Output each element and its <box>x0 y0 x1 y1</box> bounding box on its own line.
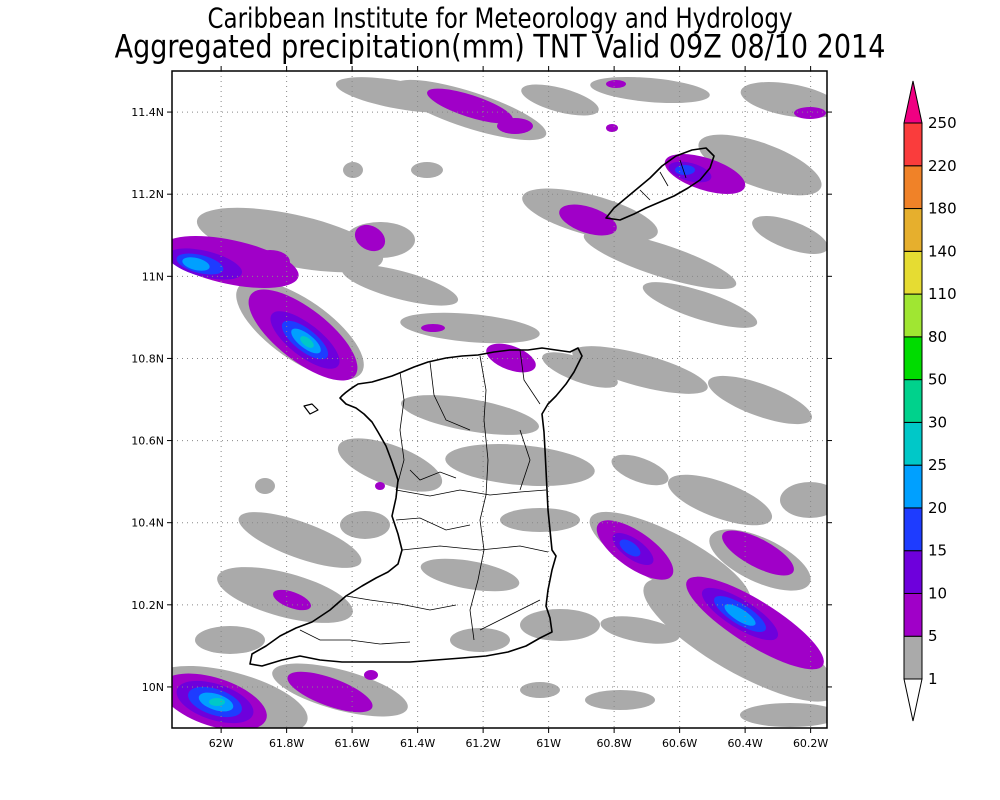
colorbar-label: 15 <box>928 542 947 560</box>
colorbar-swatch <box>903 421 923 466</box>
y-tick-label: 10.8N <box>131 352 164 365</box>
colorbar-swatch <box>903 379 923 423</box>
y-tick-label: 10.4N <box>131 517 164 530</box>
axis-ticks <box>167 66 832 733</box>
colorbar-label: 110 <box>928 285 957 303</box>
y-tick-label: 11.2N <box>131 188 164 201</box>
y-tick-label: 10N <box>142 681 164 694</box>
colorbar-swatch <box>903 293 923 338</box>
x-tick-label: 61W <box>536 737 561 750</box>
colorbar-label: 20 <box>928 499 947 517</box>
colorbar-swatch <box>903 165 923 210</box>
administrative-boundaries <box>299 159 687 645</box>
colorbar-label: 140 <box>928 242 957 260</box>
colorbar-over-triangle <box>903 80 923 124</box>
x-tick-label: 60.2W <box>793 737 828 750</box>
x-tick-label: 61.8W <box>269 737 304 750</box>
colorbar-swatch <box>903 635 923 680</box>
colorbar-swatch <box>903 550 923 594</box>
x-tick-label: 61.6W <box>334 737 369 750</box>
chart-title: Caribbean Institute for Meteorology and … <box>207 4 793 35</box>
y-tick-label: 11.4N <box>131 106 164 119</box>
colorbar-label: 30 <box>928 413 947 431</box>
x-tick-label: 60.8W <box>596 737 631 750</box>
plot-frame <box>171 70 828 729</box>
trinidad-coastline <box>249 347 583 667</box>
grid-lines <box>172 71 827 728</box>
x-tick-label: 60.6W <box>662 737 697 750</box>
colorbar-label: 180 <box>928 200 957 218</box>
colorbar-label: 10 <box>928 584 947 602</box>
chart-subtitle: Aggregated precipitation(mm) TNT Valid 0… <box>114 29 886 66</box>
x-tick-label: 62W <box>209 737 234 750</box>
colorbar-label: 220 <box>928 157 957 175</box>
colorbar-swatch <box>903 336 923 381</box>
y-tick-label: 10.2N <box>131 599 164 612</box>
trinidad-and-tobago-outline <box>249 147 715 667</box>
tobago-coastline <box>605 147 715 221</box>
x-tick-label: 61.2W <box>465 737 500 750</box>
colorbar-label: 50 <box>928 371 947 389</box>
colorbar-swatch <box>903 250 923 295</box>
colorbar-label: 5 <box>928 627 938 645</box>
plot-area <box>172 71 827 728</box>
y-tick-label: 10.6N <box>131 435 164 448</box>
colorbar-label: 25 <box>928 456 947 474</box>
colorbar-label: 250 <box>928 114 957 132</box>
y-axis-labels: 10N 10.2N 10.4N 10.6N 10.8N 11N 11.2N 11.4N <box>131 106 164 694</box>
colorbar-label: 1 <box>928 670 938 688</box>
chacachacare-island <box>303 403 319 415</box>
colorbar-swatch <box>903 208 923 252</box>
colorbar-swatch <box>903 592 923 637</box>
x-axis-labels: 62W 61.8W 61.6W 61.4W 61.2W 61W 60.8W 60.6W 60.4… <box>209 737 829 750</box>
colorbar-label: 80 <box>928 328 947 346</box>
precipitation-field <box>172 76 827 728</box>
colorbar-swatch <box>903 507 923 552</box>
colorbar-under-triangle <box>903 678 923 722</box>
colorbar-swatch <box>903 464 923 509</box>
x-tick-label: 61.4W <box>400 737 435 750</box>
colorbar-swatch <box>903 122 923 167</box>
y-tick-label: 11N <box>142 270 164 283</box>
x-tick-label: 60.4W <box>727 737 762 750</box>
